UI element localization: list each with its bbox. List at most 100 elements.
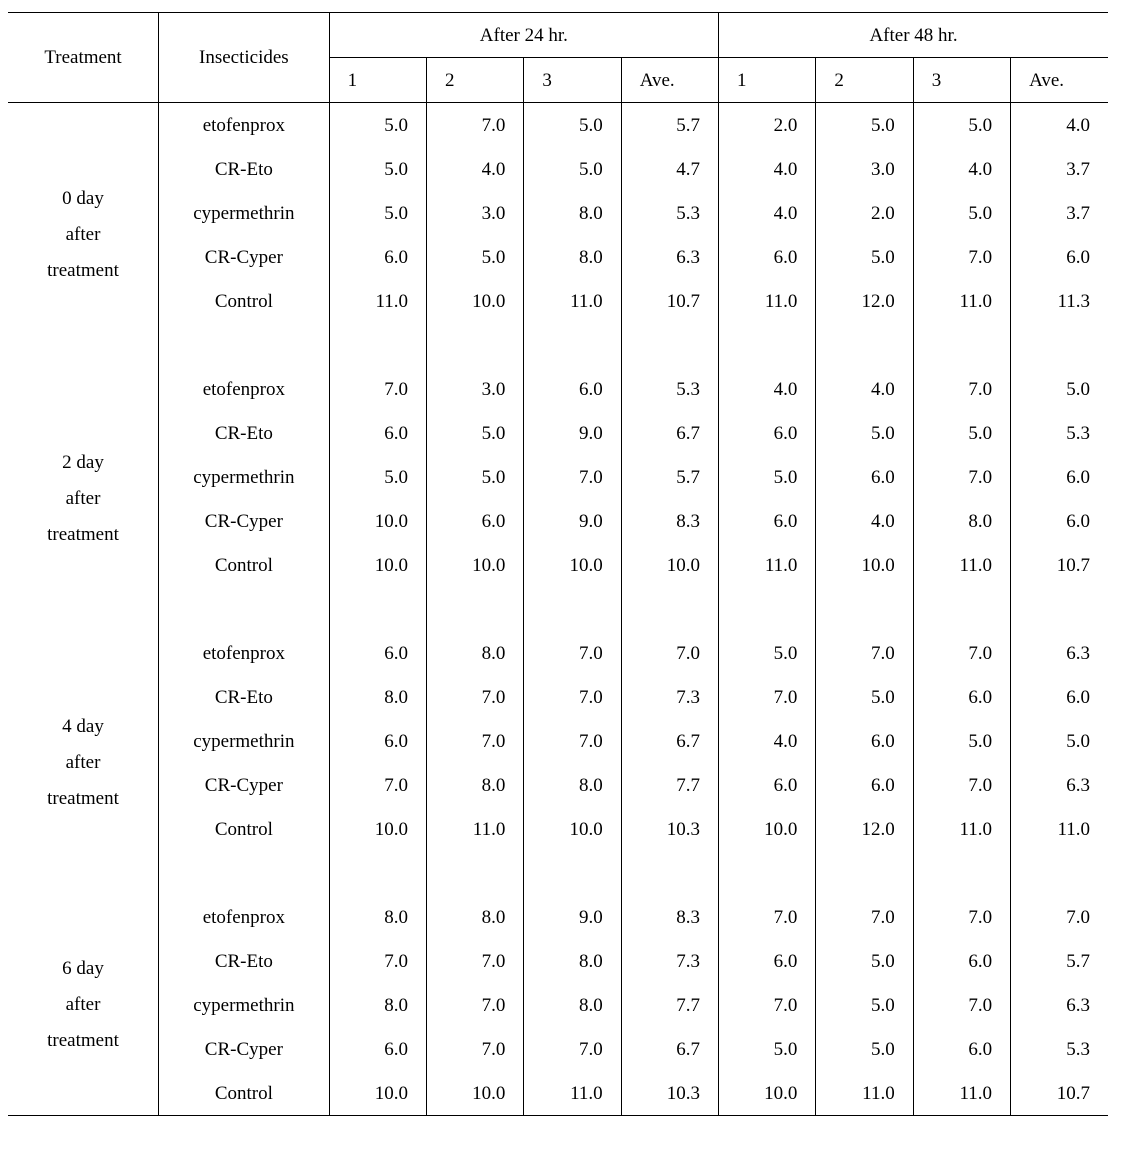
- value-cell: 6.0: [524, 367, 621, 411]
- value-cell: 6.0: [816, 455, 913, 499]
- insecticide-cell: CR-Cyper: [159, 235, 330, 279]
- table-row: CR-Cyper6.07.07.06.75.05.06.05.3: [8, 1027, 1108, 1071]
- value-cell: 4.0: [816, 367, 913, 411]
- value-cell: 7.0: [816, 631, 913, 675]
- value-cell: 6.0: [1011, 675, 1108, 719]
- treatment-line: treatment: [8, 781, 158, 817]
- value-cell: 10.0: [621, 543, 718, 587]
- value-cell: 6.0: [719, 763, 816, 807]
- value-cell: 5.0: [816, 103, 913, 148]
- value-cell: 7.0: [329, 367, 426, 411]
- value-cell: 8.0: [329, 983, 426, 1027]
- value-cell: 7.0: [816, 895, 913, 939]
- value-cell: 5.0: [427, 411, 524, 455]
- value-cell: 8.0: [329, 895, 426, 939]
- value-cell: 6.0: [329, 411, 426, 455]
- value-cell: 8.0: [524, 763, 621, 807]
- value-cell: 7.0: [913, 455, 1010, 499]
- insecticide-cell: CR-Eto: [159, 411, 330, 455]
- table-row: cypermethrin5.03.08.05.34.02.05.03.7: [8, 191, 1108, 235]
- table-row: CR-Cyper10.06.09.08.36.04.08.06.0: [8, 499, 1108, 543]
- treatment-line: treatment: [8, 517, 158, 553]
- table-row: Control10.010.010.010.011.010.011.010.7: [8, 543, 1108, 587]
- treatment-line: 2 day: [8, 445, 158, 481]
- table-row: CR-Cyper6.05.08.06.36.05.07.06.0: [8, 235, 1108, 279]
- treatment-cell: 4 dayaftertreatment: [8, 631, 159, 895]
- spacer-cell: [427, 851, 524, 895]
- value-cell: 6.3: [1011, 983, 1108, 1027]
- insecticide-cell: etofenprox: [159, 103, 330, 148]
- spacer-cell: [719, 851, 816, 895]
- value-cell: 7.0: [427, 1027, 524, 1071]
- value-cell: 5.0: [329, 191, 426, 235]
- spacer-cell: [159, 587, 330, 631]
- insecticide-cell: Control: [159, 543, 330, 587]
- col-sub-1: 1: [329, 58, 426, 103]
- value-cell: 5.0: [1011, 719, 1108, 763]
- treatment-line: after: [8, 217, 158, 253]
- value-cell: 10.0: [329, 807, 426, 851]
- value-cell: 8.0: [427, 895, 524, 939]
- value-cell: 5.0: [719, 1027, 816, 1071]
- value-cell: 5.0: [816, 411, 913, 455]
- value-cell: 4.7: [621, 147, 718, 191]
- spacer-row: [8, 323, 1108, 367]
- value-cell: 4.0: [719, 147, 816, 191]
- value-cell: 6.0: [329, 1027, 426, 1071]
- spacer-cell: [913, 851, 1010, 895]
- value-cell: 10.0: [329, 1071, 426, 1116]
- spacer-cell: [816, 851, 913, 895]
- table-row: CR-Eto6.05.09.06.76.05.05.05.3: [8, 411, 1108, 455]
- table-row: 4 dayaftertreatmentetofenprox6.08.07.07.…: [8, 631, 1108, 675]
- spacer-cell: [329, 323, 426, 367]
- spacer-cell: [427, 587, 524, 631]
- value-cell: 12.0: [816, 807, 913, 851]
- value-cell: 7.0: [524, 1027, 621, 1071]
- value-cell: 8.0: [427, 763, 524, 807]
- value-cell: 10.0: [719, 1071, 816, 1116]
- value-cell: 8.0: [524, 983, 621, 1027]
- value-cell: 6.0: [427, 499, 524, 543]
- value-cell: 4.0: [719, 367, 816, 411]
- spacer-cell: [329, 851, 426, 895]
- value-cell: 5.0: [816, 939, 913, 983]
- col-sub-2: 2: [427, 58, 524, 103]
- value-cell: 11.3: [1011, 279, 1108, 323]
- value-cell: 7.0: [427, 103, 524, 148]
- value-cell: 10.0: [816, 543, 913, 587]
- value-cell: 7.0: [524, 631, 621, 675]
- value-cell: 11.0: [913, 279, 1010, 323]
- table-row: CR-Cyper7.08.08.07.76.06.07.06.3: [8, 763, 1108, 807]
- treatment-line: 0 day: [8, 181, 158, 217]
- table-row: 0 dayaftertreatmentetofenprox5.07.05.05.…: [8, 103, 1108, 148]
- insecticide-cell: CR-Cyper: [159, 1027, 330, 1071]
- insecticide-cell: Control: [159, 1071, 330, 1116]
- treatment-cell: 2 dayaftertreatment: [8, 367, 159, 631]
- value-cell: 5.0: [913, 719, 1010, 763]
- value-cell: 5.3: [621, 191, 718, 235]
- value-cell: 10.0: [524, 807, 621, 851]
- value-cell: 6.0: [329, 719, 426, 763]
- value-cell: 9.0: [524, 411, 621, 455]
- value-cell: 5.0: [524, 103, 621, 148]
- treatment-cell: 6 dayaftertreatment: [8, 895, 159, 1116]
- spacer-cell: [621, 323, 718, 367]
- treatment-line: after: [8, 987, 158, 1023]
- value-cell: 5.0: [329, 103, 426, 148]
- insecticide-cell: cypermethrin: [159, 983, 330, 1027]
- value-cell: 7.0: [913, 367, 1010, 411]
- value-cell: 6.0: [329, 631, 426, 675]
- value-cell: 11.0: [329, 279, 426, 323]
- value-cell: 6.0: [329, 235, 426, 279]
- spacer-cell: [1011, 587, 1108, 631]
- value-cell: 4.0: [913, 147, 1010, 191]
- value-cell: 11.0: [913, 1071, 1010, 1116]
- value-cell: 7.0: [427, 675, 524, 719]
- insecticide-cell: etofenprox: [159, 631, 330, 675]
- value-cell: 11.0: [427, 807, 524, 851]
- value-cell: 7.3: [621, 675, 718, 719]
- value-cell: 6.0: [719, 939, 816, 983]
- value-cell: 6.7: [621, 411, 718, 455]
- insecticide-cell: CR-Eto: [159, 147, 330, 191]
- col-sub-1b: 1: [719, 58, 816, 103]
